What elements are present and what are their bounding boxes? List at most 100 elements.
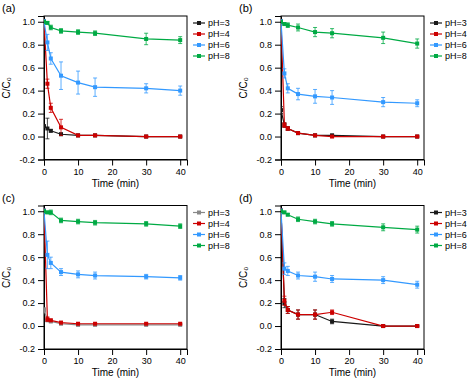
x-tick: 10	[311, 349, 321, 366]
marker	[381, 278, 385, 282]
x-axis-title: Time (min)	[329, 367, 376, 378]
legend-label: pH=3	[445, 208, 467, 218]
plot-area	[281, 209, 419, 328]
error-bar	[296, 88, 300, 99]
y-tick-mark	[38, 326, 44, 327]
y-tick-label: -0.2	[19, 155, 35, 165]
y-tick: 0.0	[22, 321, 44, 331]
x-tick: 10	[74, 160, 84, 177]
marker	[415, 324, 419, 328]
series	[281, 209, 419, 328]
marker	[282, 267, 286, 271]
y-axis: -0.20.00.20.40.60.81.0	[19, 206, 44, 354]
marker	[296, 217, 300, 221]
error-bar	[49, 319, 53, 321]
marker	[282, 71, 286, 75]
x-tick: 30	[379, 349, 389, 366]
error-bar	[93, 220, 97, 225]
legend-label: pH=4	[208, 29, 230, 39]
x-tick-mark	[349, 160, 350, 166]
x-axis: 010203040	[42, 349, 188, 366]
x-tick-mark	[112, 160, 113, 166]
error-bar	[45, 22, 49, 24]
y-tick: 0.8	[22, 230, 44, 240]
marker	[49, 129, 53, 133]
error-bar	[286, 127, 290, 130]
marker	[93, 31, 97, 35]
error-bar	[330, 222, 334, 227]
marker	[330, 96, 334, 100]
error-bar	[415, 100, 419, 107]
legend-marker	[197, 21, 201, 25]
y-tick-label: 1.0	[259, 17, 272, 27]
x-axis: 010203040	[42, 160, 188, 177]
y-tick: 0.2	[259, 298, 281, 308]
marker	[296, 313, 300, 317]
legend-item: pH=8	[430, 241, 467, 251]
marker	[93, 85, 97, 89]
error-bar	[415, 39, 419, 48]
legend-label: pH=4	[208, 219, 230, 229]
marker	[330, 31, 334, 35]
x-tick-mark	[417, 160, 418, 166]
error-bar	[59, 269, 63, 276]
error-bar	[76, 71, 80, 94]
marker	[296, 274, 300, 278]
x-tick: 40	[176, 160, 186, 177]
x-axis-title: Time (min)	[329, 178, 376, 189]
series-line	[44, 22, 180, 137]
y-axis: -0.20.00.20.40.60.81.0	[19, 17, 44, 165]
x-tick-mark	[383, 349, 384, 355]
error-bar	[415, 226, 419, 233]
x-tick-label: 10	[311, 356, 321, 366]
x-tick-label: 40	[176, 167, 186, 177]
y-tick-label: 0.0	[259, 321, 272, 331]
x-tick-label: 40	[176, 356, 186, 366]
marker	[178, 135, 182, 139]
error-bar	[49, 25, 53, 30]
legend: pH=3pH=4pH=6pH=8	[430, 208, 467, 251]
marker	[93, 274, 97, 278]
x-tick-mark	[112, 349, 113, 355]
y-tick-label: 0.6	[259, 253, 272, 263]
marker	[59, 270, 63, 274]
series-line	[281, 211, 417, 326]
x-tick-label: 0	[42, 356, 47, 366]
marker	[144, 275, 148, 279]
marker	[93, 133, 97, 137]
y-tick-mark	[275, 45, 281, 46]
marker	[93, 322, 97, 326]
marker	[178, 38, 182, 42]
marker	[313, 275, 317, 279]
marker	[381, 135, 385, 139]
legend-label: pH=6	[445, 40, 467, 50]
series-line	[44, 22, 180, 91]
marker	[144, 135, 148, 139]
series-line	[281, 22, 417, 44]
series	[44, 209, 182, 326]
y-tick: -0.2	[256, 344, 281, 354]
series-line	[281, 110, 417, 136]
error-bar	[144, 33, 148, 44]
marker	[286, 269, 290, 273]
marker	[49, 318, 53, 322]
error-bar	[286, 23, 290, 28]
y-tick: 0.6	[259, 253, 281, 263]
marker	[144, 86, 148, 90]
series-line	[44, 22, 180, 40]
error-bar	[296, 132, 300, 134]
marker	[286, 23, 290, 27]
legend-label: pH=8	[445, 51, 467, 61]
marker	[296, 131, 300, 135]
error-bar	[313, 310, 317, 319]
y-tick-mark	[275, 68, 281, 69]
legend: pH=3pH=4pH=6pH=8	[193, 18, 230, 61]
x-tick-label: 30	[142, 167, 152, 177]
plot-frame	[44, 16, 187, 160]
y-tick: 0.0	[259, 132, 281, 142]
y-tick: 1.0	[259, 207, 281, 217]
marker	[45, 82, 49, 86]
marker	[281, 108, 283, 112]
y-tick-label: 0.0	[22, 132, 35, 142]
series	[44, 19, 182, 96]
